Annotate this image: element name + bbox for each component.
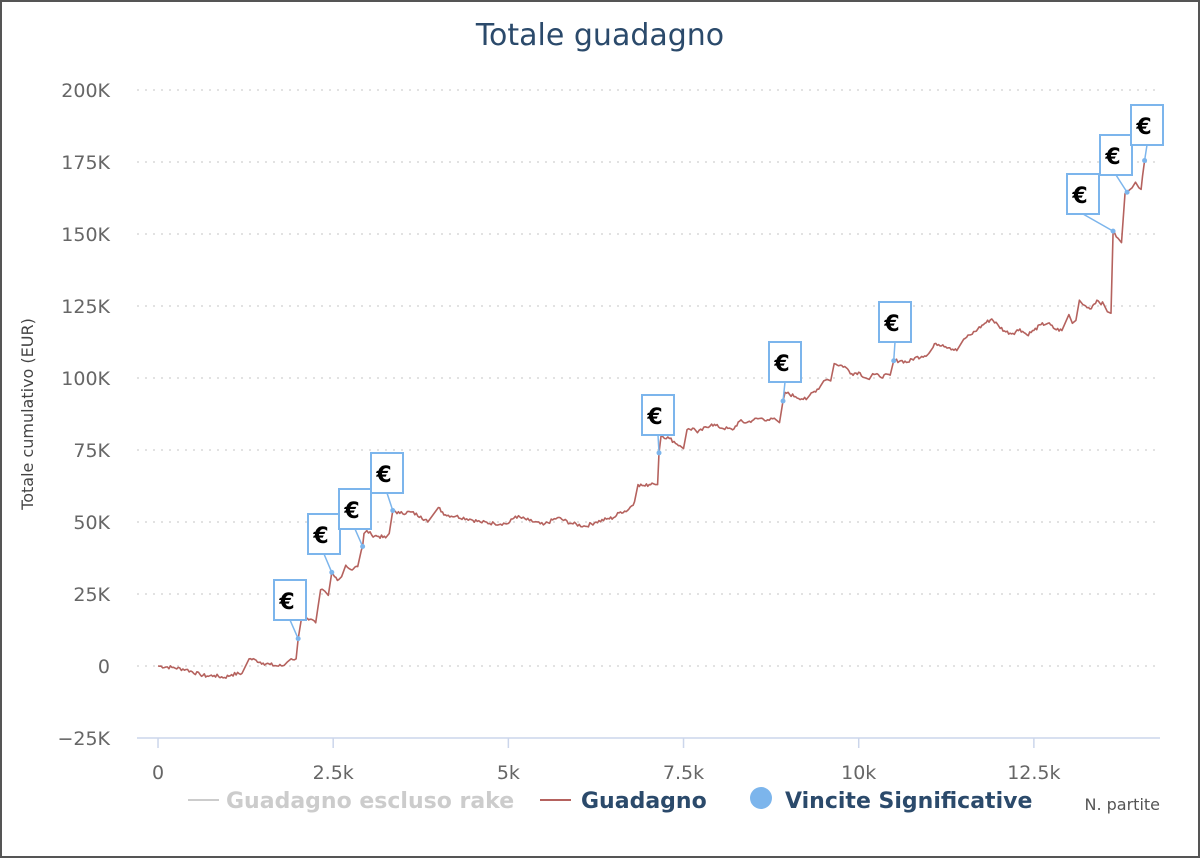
flag-vincita[interactable]: €: [370, 452, 404, 513]
flag-connector: [657, 434, 660, 453]
x-tick-label: 10k: [841, 762, 876, 784]
flag-vincita[interactable]: €: [273, 579, 307, 642]
y-tick-label: 75K: [73, 440, 110, 462]
y-axis-ticks: −25K 0 25K 50K 75K 100K 125K 150K 175K 200K: [57, 80, 110, 750]
x-tick-label: 5k: [497, 762, 520, 784]
flag-point: [329, 569, 335, 575]
flag-point: [390, 507, 396, 513]
flag-label: €: [646, 405, 662, 430]
y-tick-label: 50K: [73, 512, 110, 534]
flag-connector: [892, 341, 896, 361]
flag-connector: [1082, 213, 1114, 232]
flag-box: [273, 579, 307, 621]
x-tick-label: 0: [152, 762, 164, 784]
flag-label: €: [343, 499, 359, 524]
flag-label: €: [1071, 184, 1087, 209]
y-tick-label: 125K: [61, 296, 110, 318]
flag-point: [656, 450, 662, 456]
x-tick-label: 12.5k: [1007, 762, 1060, 784]
flag-point: [780, 398, 786, 404]
flag-connector: [386, 492, 394, 511]
flag-box: [641, 394, 675, 436]
flag-connector: [1143, 144, 1148, 161]
y-tick-label: 150K: [61, 224, 110, 246]
legend-item-guadagno[interactable]: Guadagno: [540, 789, 707, 814]
flag-box: [1099, 134, 1133, 176]
y-tick-label: 0: [98, 656, 110, 678]
flag-point: [360, 543, 366, 549]
legend-item-vincite[interactable]: Vincite Significative: [750, 787, 1032, 814]
legend-item-escluso-rake[interactable]: Guadagno escluso rake: [188, 789, 514, 814]
flag-label: €: [1104, 145, 1120, 170]
flag-box: [370, 452, 404, 494]
flag-point: [1142, 158, 1148, 164]
flag-vincita[interactable]: €: [1066, 173, 1116, 234]
x-axis-ticks: 0 2.5k 5k 7.5k 10k 12.5k: [152, 738, 1061, 784]
x-tick-label: 7.5k: [663, 762, 704, 784]
flag-box: [878, 301, 912, 343]
flag-label: €: [883, 312, 899, 337]
legend-label-escluso-rake: Guadagno escluso rake: [226, 789, 514, 814]
flag-box: [307, 513, 341, 555]
flag-label: €: [278, 590, 294, 615]
y-tick-label: 25K: [73, 584, 110, 606]
flag-label: €: [312, 524, 328, 549]
flag-connector: [1115, 174, 1128, 193]
y-tick-label: −25K: [57, 728, 110, 750]
flag-connector: [782, 381, 786, 402]
flag-label: €: [773, 352, 789, 377]
y-tick-label: 175K: [61, 152, 110, 174]
x-axis-title: N. partite: [1084, 795, 1160, 814]
flag-box: [338, 488, 372, 530]
flag-connector: [289, 619, 299, 639]
flag-label: €: [375, 463, 391, 488]
x-tick-label: 2.5k: [313, 762, 354, 784]
flag-point: [1110, 228, 1116, 234]
flag-vincita[interactable]: €: [338, 488, 372, 549]
chart-title: Totale guadagno: [475, 18, 724, 53]
flags-vincite-significative: € € € € € € € € € €: [273, 104, 1164, 642]
flag-vincita[interactable]: €: [1130, 104, 1164, 164]
flag-point: [295, 636, 301, 642]
flag-vincita[interactable]: €: [768, 341, 802, 404]
flag-point: [891, 358, 897, 364]
flag-vincita[interactable]: €: [1099, 134, 1133, 195]
legend-label-guadagno: Guadagno: [581, 789, 707, 814]
series-line-guadagno[interactable]: [157, 160, 1146, 680]
legend: Guadagno escluso rake Guadagno Vincite S…: [188, 787, 1032, 814]
flag-box: [768, 341, 802, 383]
flag-vincita[interactable]: €: [307, 513, 341, 575]
flag-vincita[interactable]: €: [878, 301, 912, 364]
y-tick-label: 200K: [61, 80, 110, 102]
flag-point: [1124, 189, 1130, 195]
y-axis-title: Totale cumulativo (EUR): [18, 318, 37, 511]
legend-symbol-vincite: [750, 787, 772, 809]
flag-vincita[interactable]: €: [641, 394, 675, 456]
flag-label: €: [1135, 115, 1151, 140]
flag-connector: [354, 528, 364, 547]
y-tick-label: 100K: [61, 368, 110, 390]
legend-label-vincite: Vincite Significative: [785, 789, 1032, 814]
flag-box: [1066, 173, 1100, 215]
flag-connector: [323, 553, 333, 573]
flag-box: [1130, 104, 1164, 146]
